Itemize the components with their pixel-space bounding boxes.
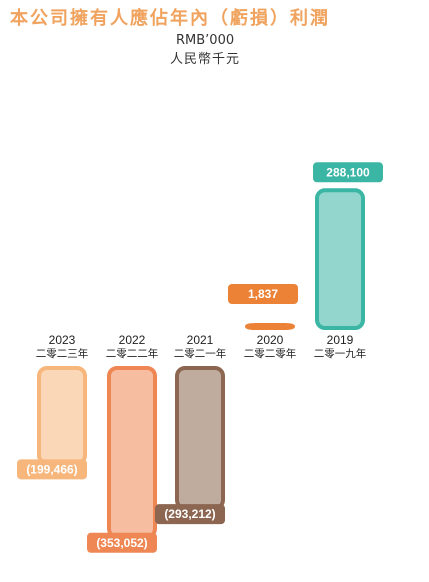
bar-2023 bbox=[37, 366, 87, 466]
year-label-zh-2022: 二零二二年 bbox=[106, 347, 159, 360]
year-label-zh-2020: 二零二零年 bbox=[244, 347, 297, 360]
bar-2022 bbox=[107, 366, 157, 539]
bar-2019 bbox=[315, 188, 365, 330]
value-label-2020: 1,837 bbox=[248, 287, 278, 301]
year-label-2019: 2019 bbox=[327, 333, 354, 347]
value-label-2021: (293,212) bbox=[164, 507, 215, 521]
value-label-2023: (199,466) bbox=[26, 462, 77, 476]
value-tag-2020 bbox=[228, 284, 298, 304]
bar-2020 bbox=[245, 323, 295, 330]
value-tag-2023 bbox=[17, 459, 87, 480]
year-label-2021: 2021 bbox=[187, 333, 214, 347]
unit-label-en: RMB’000 bbox=[176, 33, 235, 48]
bar-2021 bbox=[175, 366, 225, 511]
year-label-2022: 2022 bbox=[119, 333, 146, 347]
value-tag-2021 bbox=[155, 504, 225, 525]
year-label-zh-2021: 二零二一年 bbox=[174, 347, 227, 360]
value-tag-2019 bbox=[313, 162, 383, 183]
unit-label-zh: 人民幣千元 bbox=[170, 52, 241, 67]
year-label-zh-2023: 二零二三年 bbox=[36, 347, 89, 360]
year-label-2020: 2020 bbox=[257, 333, 284, 347]
year-label-zh-2019: 二零一九年 bbox=[314, 347, 367, 360]
value-label-2019: 288,100 bbox=[326, 165, 370, 179]
chart-title: 本公司擁有人應佔年內（虧損）利潤 bbox=[10, 8, 330, 29]
value-tag-2022 bbox=[87, 532, 157, 553]
year-label-2023: 2023 bbox=[49, 333, 76, 347]
value-label-2022: (353,052) bbox=[96, 536, 147, 550]
